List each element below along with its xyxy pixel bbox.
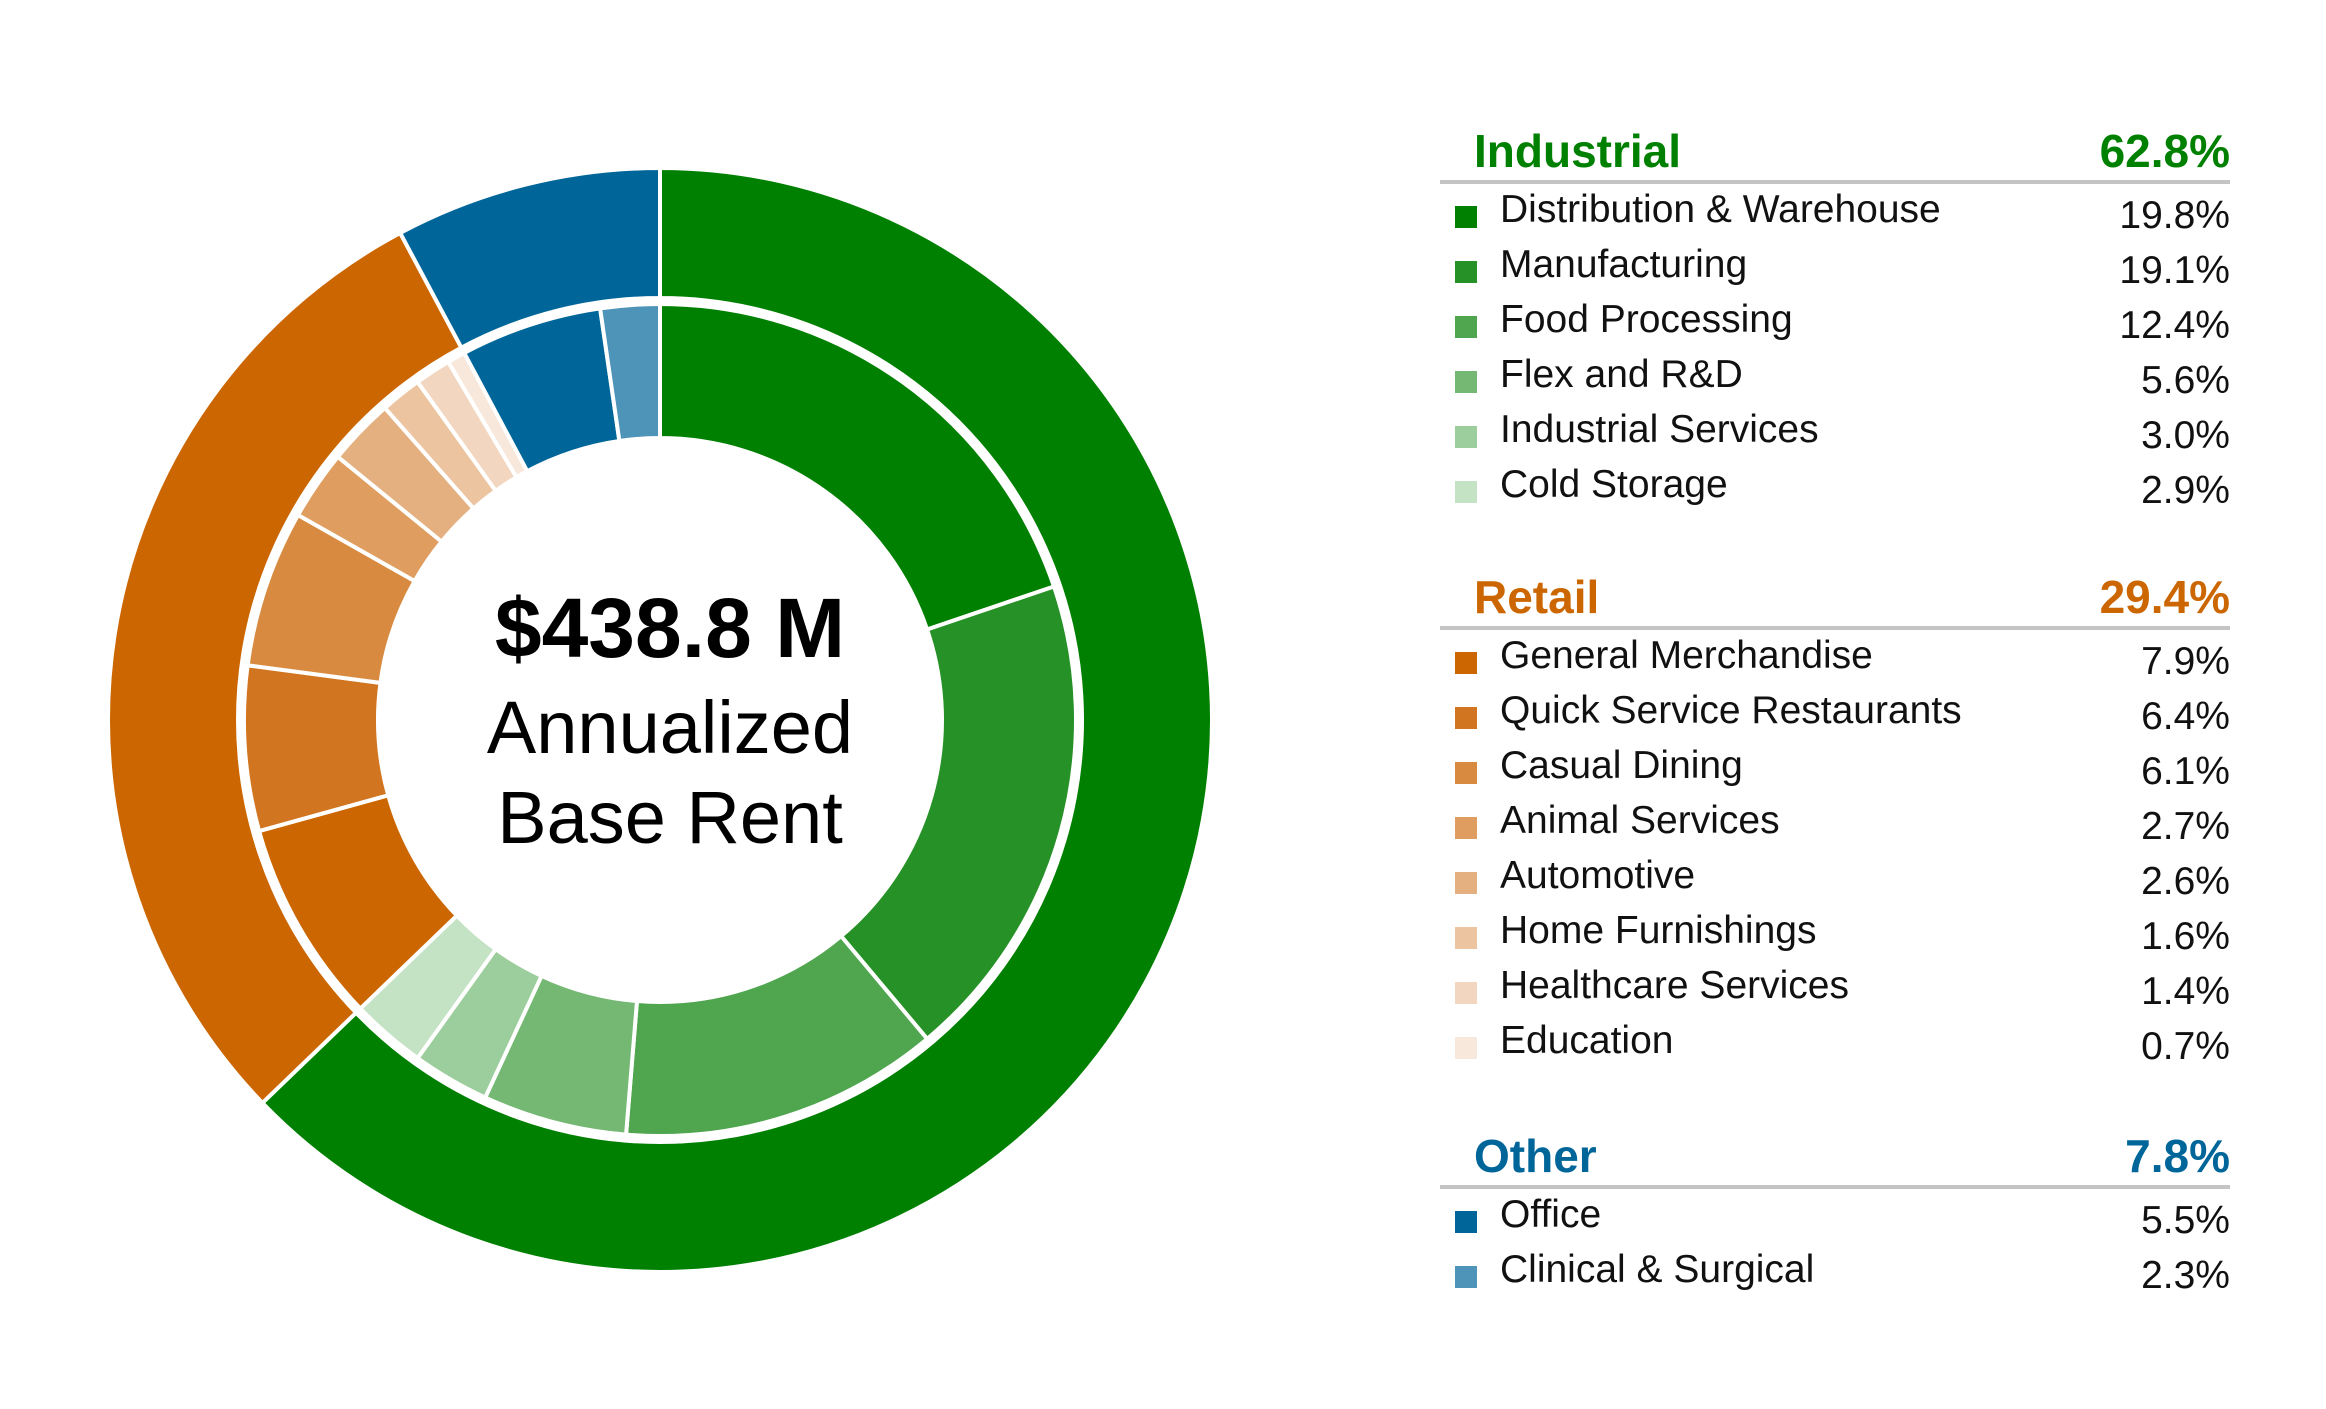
legend-item-percent: 5.6% (2141, 359, 2230, 402)
legend-group-industrial: Industrial 62.8% Distribution & Warehous… (1440, 122, 2230, 514)
legend-group-name: Retail (1474, 571, 1600, 623)
legend-item-label: Industrial Services (1500, 408, 1819, 451)
legend-group-percent: 62.8% (2099, 125, 2230, 177)
legend-item: Food Processing 12.4% (1440, 294, 2230, 349)
legend-item: General Merchandise 7.9% (1440, 630, 2230, 685)
legend-item: Automotive 2.6% (1440, 850, 2230, 905)
inner-slice-manufacturing (838, 583, 1078, 1042)
outer-ring (105, 165, 1214, 1274)
legend-item: Casual Dining 6.1% (1440, 740, 2230, 795)
legend-item-percent: 7.9% (2141, 640, 2230, 683)
legend-item-percent: 12.4% (2119, 304, 2230, 347)
legend-group-retail: Retail 29.4% General Merchandise 7.9% Qui… (1440, 568, 2230, 1070)
legend-item: Manufacturing 19.1% (1440, 239, 2230, 294)
legend-item-label: Education (1500, 1019, 1674, 1062)
legend-group-header: Other 7.8% (1440, 1127, 2230, 1189)
legend-swatch (1455, 652, 1477, 674)
legend-swatch (1455, 762, 1477, 784)
legend-item-label: Healthcare Services (1500, 964, 1849, 1007)
legend-item: Distribution & Warehouse 19.8% (1440, 184, 2230, 239)
legend-group-header: Retail 29.4% (1440, 568, 2230, 630)
legend-group-percent: 29.4% (2099, 571, 2230, 623)
legend-item: Industrial Services 3.0% (1440, 404, 2230, 459)
legend-group-header: Industrial 62.8% (1440, 122, 2230, 184)
legend-item-percent: 1.6% (2141, 915, 2230, 958)
inner-ring (242, 301, 1078, 1138)
outer-slice-other (397, 165, 662, 351)
legend-swatch (1455, 982, 1477, 1004)
legend-swatch (1455, 316, 1477, 338)
legend-group-percent: 7.8% (2125, 1130, 2230, 1182)
legend-item-percent: 0.7% (2141, 1025, 2230, 1068)
legend-item-label: Food Processing (1500, 298, 1793, 341)
legend-swatch (1455, 707, 1477, 729)
legend-item-label: Cold Storage (1500, 463, 1728, 506)
legend-swatch (1455, 481, 1477, 503)
legend-swatch (1455, 927, 1477, 949)
legend-item-percent: 1.4% (2141, 970, 2230, 1013)
legend-swatch (1455, 1037, 1477, 1059)
legend-swatch (1455, 371, 1477, 393)
legend-item-label: Flex and R&D (1500, 353, 1743, 396)
legend-item-label: Automotive (1500, 854, 1696, 897)
legend-item-label: Distribution & Warehouse (1500, 188, 1941, 231)
legend-item-label: Home Furnishings (1500, 909, 1817, 952)
legend-group-name: Other (1474, 1130, 1597, 1182)
center-label-line1: Annualized (486, 686, 854, 769)
legend-swatch (1455, 1266, 1477, 1288)
legend-swatch (1455, 1211, 1477, 1233)
legend-item-percent: 19.8% (2119, 194, 2230, 237)
legend-item-label: General Merchandise (1500, 634, 1873, 677)
legend-item-label: Quick Service Restaurants (1500, 689, 1962, 732)
legend-item-percent: 3.0% (2141, 414, 2230, 457)
legend-swatch (1455, 261, 1477, 283)
legend: Industrial 62.8% Distribution & Warehous… (1440, 0, 2230, 1409)
legend-item-percent: 5.5% (2141, 1199, 2230, 1242)
legend-item-label: Animal Services (1500, 799, 1780, 842)
legend-swatch (1455, 872, 1477, 894)
legend-item: Healthcare Services 1.4% (1440, 960, 2230, 1015)
legend-item: Animal Services 2.7% (1440, 795, 2230, 850)
inner-slice-clinical-surgical (597, 301, 662, 444)
legend-swatch (1455, 206, 1477, 228)
legend-item: Office 5.5% (1440, 1189, 2230, 1244)
legend-item-percent: 6.4% (2141, 695, 2230, 738)
legend-item-label: Manufacturing (1500, 243, 1748, 286)
legend-item: Quick Service Restaurants 6.4% (1440, 685, 2230, 740)
legend-item-label: Clinical & Surgical (1500, 1248, 1815, 1291)
legend-item: Education 0.7% (1440, 1015, 2230, 1070)
legend-item: Home Furnishings 1.6% (1440, 905, 2230, 960)
legend-item-percent: 2.6% (2141, 860, 2230, 903)
legend-item-label: Office (1500, 1193, 1602, 1236)
outer-slice-retail (105, 230, 465, 1106)
legend-group-other: Other 7.8% Office 5.5% Clinical & Surgica… (1440, 1127, 2230, 1299)
center-amount: $438.8 M (494, 581, 846, 675)
legend-item-percent: 19.1% (2119, 249, 2230, 292)
legend-item-percent: 2.7% (2141, 805, 2230, 848)
legend-item: Clinical & Surgical 2.3% (1440, 1244, 2230, 1299)
outer-slice-industrial (259, 165, 1214, 1274)
legend-item: Cold Storage 2.9% (1440, 459, 2230, 514)
legend-item: Flex and R&D 5.6% (1440, 349, 2230, 404)
donut-chart (105, 165, 1214, 1274)
legend-group-name: Industrial (1474, 125, 1682, 177)
legend-swatch (1455, 817, 1477, 839)
legend-item-percent: 6.1% (2141, 750, 2230, 793)
center-label-line2: Base Rent (497, 776, 843, 859)
legend-item-percent: 2.9% (2141, 469, 2230, 512)
inner-slice-distribution-warehouse (658, 301, 1057, 633)
legend-item-percent: 2.3% (2141, 1254, 2230, 1297)
legend-item-label: Casual Dining (1500, 744, 1743, 787)
legend-swatch (1455, 426, 1477, 448)
